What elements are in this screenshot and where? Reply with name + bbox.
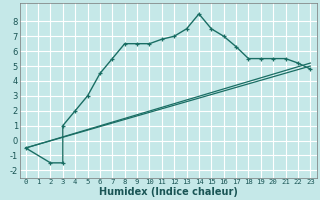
X-axis label: Humidex (Indice chaleur): Humidex (Indice chaleur)	[99, 187, 237, 197]
